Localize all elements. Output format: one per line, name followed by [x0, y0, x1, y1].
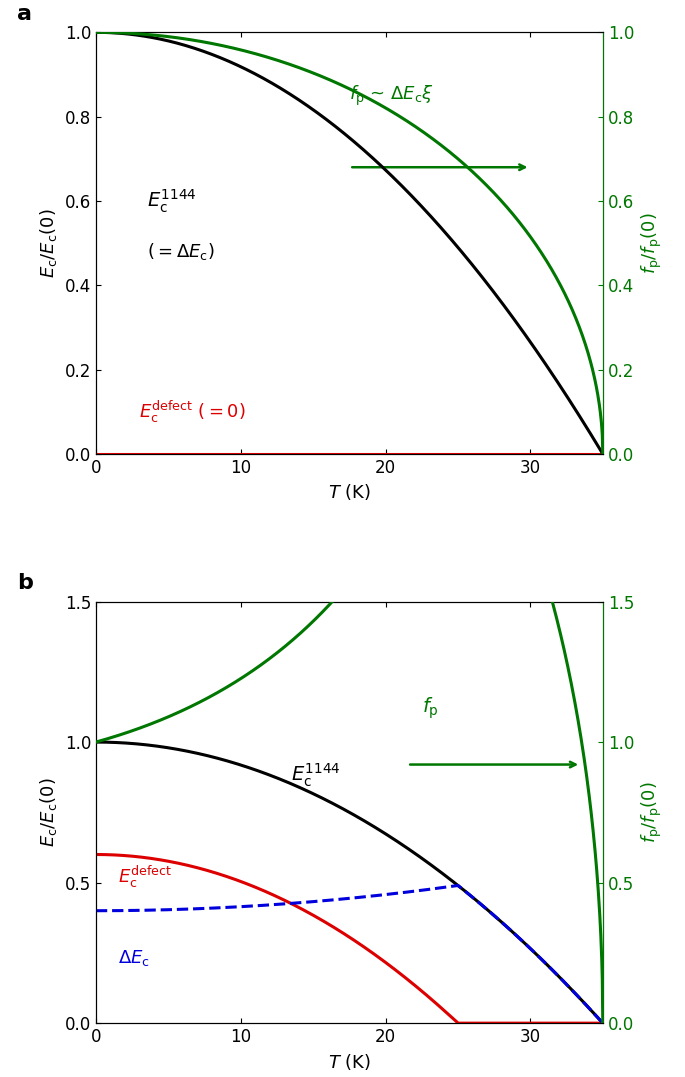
Text: $E_\mathrm{c}^\mathrm{defect}$: $E_\mathrm{c}^\mathrm{defect}$ — [118, 864, 172, 890]
Text: $E_\mathrm{c}^\mathrm{defect}$ $(= 0)$: $E_\mathrm{c}^\mathrm{defect}$ $(= 0)$ — [139, 398, 246, 425]
X-axis label: $T$ (K): $T$ (K) — [328, 1051, 371, 1072]
Text: a: a — [17, 4, 32, 24]
Y-axis label: $E_{\mathrm{c}}/E_{\mathrm{c}}(0)$: $E_{\mathrm{c}}/E_{\mathrm{c}}(0)$ — [38, 778, 59, 848]
Y-axis label: $f_{\mathrm{p}}/f_{\mathrm{p}}(0)$: $f_{\mathrm{p}}/f_{\mathrm{p}}(0)$ — [640, 782, 664, 843]
Text: $f_\mathrm{p}$: $f_\mathrm{p}$ — [422, 696, 438, 722]
Text: $E_\mathrm{c}^{1144}$: $E_\mathrm{c}^{1144}$ — [291, 763, 341, 789]
Y-axis label: $f_{\mathrm{p}}/f_{\mathrm{p}}(0)$: $f_{\mathrm{p}}/f_{\mathrm{p}}(0)$ — [640, 212, 664, 274]
Text: $E_\mathrm{c}^{1144}$: $E_\mathrm{c}^{1144}$ — [147, 187, 196, 214]
X-axis label: $T$ (K): $T$ (K) — [328, 482, 371, 502]
Text: $f_\mathrm{p}$ ~ $\Delta E_\mathrm{c}\xi$: $f_\mathrm{p}$ ~ $\Delta E_\mathrm{c}\xi… — [349, 83, 434, 108]
Text: $\Delta E_\mathrm{c}$: $\Delta E_\mathrm{c}$ — [118, 949, 149, 968]
Text: $(= \Delta E_\mathrm{c})$: $(= \Delta E_\mathrm{c})$ — [147, 241, 214, 262]
Y-axis label: $E_{\mathrm{c}}/E_{\mathrm{c}}(0)$: $E_{\mathrm{c}}/E_{\mathrm{c}}(0)$ — [38, 208, 59, 278]
Text: b: b — [17, 573, 33, 593]
